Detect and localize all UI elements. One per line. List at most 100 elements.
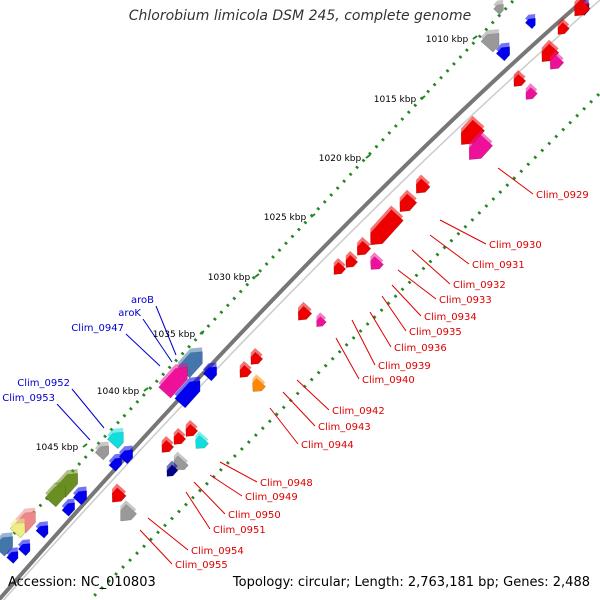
outer-tick (490, 20, 495, 25)
inner-tick (505, 183, 510, 188)
inner-tick (351, 336, 356, 340)
scale-tick (472, 35, 478, 40)
leader-line (429, 234, 470, 265)
label-leader-lines (56, 167, 534, 565)
outer-tick (464, 48, 469, 53)
outer-tick (277, 248, 282, 253)
reverse-gene (111, 483, 127, 503)
outer-tick (477, 34, 482, 39)
reverse-gene (399, 189, 418, 213)
reverse-gene (557, 18, 570, 35)
reverse-gene (250, 347, 264, 365)
reverse-gene (513, 69, 527, 87)
leader-line (296, 379, 330, 411)
leader-line (193, 481, 226, 515)
outer-tick (329, 193, 334, 197)
scale-label: 1025 kbp (264, 213, 307, 223)
leader-line (369, 311, 392, 348)
forward-gene (17, 539, 31, 557)
forward-gene (107, 427, 124, 450)
inner-tick (197, 488, 202, 493)
outer-tick (116, 420, 120, 425)
inner-tick (260, 426, 265, 431)
reverse-gene-label: Clim_0934 (424, 312, 477, 323)
reverse-gene (468, 130, 494, 160)
outer-tick (387, 131, 392, 135)
reverse-gene-label: Clim_0943 (318, 422, 371, 433)
leader-line (411, 249, 451, 285)
outer-tick (322, 199, 327, 204)
reverse-gene-label: Clim_0933 (439, 295, 492, 306)
inner-tick (316, 370, 321, 375)
reverse-gene-label: Clim_0954 (191, 546, 244, 557)
inner-tick (491, 197, 496, 201)
outer-tick (348, 172, 353, 177)
reverse-gene (574, 0, 591, 17)
forward-gene-label: aroB (131, 295, 154, 306)
inner-tick (107, 579, 112, 583)
outer-tick (316, 206, 321, 211)
forward-gene-label: Clim_0947 (71, 323, 124, 334)
inner-tick (596, 92, 600, 97)
reverse-gene-label: Clim_0951 (213, 525, 266, 536)
leader-line (335, 337, 360, 380)
gene-features (0, 0, 591, 564)
outer-tick (342, 179, 347, 184)
forward-gene (118, 445, 134, 465)
outer-tick (135, 400, 140, 404)
outer-tick (432, 82, 437, 87)
reverse-gene-label: Clim_0936 (394, 343, 447, 354)
inner-tick (184, 502, 188, 507)
reverse-gene (460, 115, 486, 145)
scale-label: 1035 kbp (153, 330, 196, 340)
reverse-gene-label: Clim_0930 (489, 240, 542, 251)
scale-ticks (6, 0, 600, 597)
inner-tick (295, 391, 300, 396)
leader-line (185, 491, 211, 530)
scale-label: 1045 kbp (36, 443, 79, 453)
reverse-gene-label: Clim_0940 (362, 375, 415, 386)
outer-tick (264, 262, 269, 266)
inner-tick (449, 238, 454, 243)
inner-tick (393, 294, 398, 299)
scale-tick (199, 330, 205, 335)
outer-tick (90, 448, 95, 453)
outer-tick (225, 303, 230, 308)
reverse-gene (549, 50, 565, 70)
outer-tick (238, 289, 243, 294)
outer-tick (380, 137, 385, 142)
reverse-gene (195, 431, 209, 449)
inner-tick (135, 551, 139, 556)
reverse-gene (297, 301, 313, 321)
reverse-gene-label: Clim_0935 (409, 327, 462, 338)
leader-line (269, 407, 299, 445)
inner-tick (100, 586, 105, 590)
inner-tick (526, 162, 531, 167)
leader-line (391, 284, 422, 317)
inner-tick (435, 252, 440, 257)
forward-gene (524, 14, 536, 30)
forward-gene-label: Clim_0953 (2, 393, 55, 404)
inner-tick (337, 349, 342, 354)
inner-tick (568, 120, 573, 125)
inner-tick (281, 405, 286, 410)
reverse-gene (252, 374, 266, 392)
outer-tick (439, 75, 443, 80)
inner-tick (128, 558, 132, 563)
inner-tick (191, 495, 195, 500)
inner-tick (114, 572, 119, 576)
reverse-gene-label: Clim_0948 (260, 478, 313, 489)
leader-line (71, 388, 105, 429)
leader-line (147, 517, 189, 551)
outer-tick (193, 337, 198, 342)
outer-tick (148, 386, 153, 390)
outer-tick (406, 110, 411, 115)
reverse-gene (316, 312, 327, 328)
reverse-gene-label: Clim_0944 (301, 440, 354, 451)
reverse-gene-label: Clim_0939 (378, 361, 431, 372)
inner-tick (484, 204, 489, 208)
